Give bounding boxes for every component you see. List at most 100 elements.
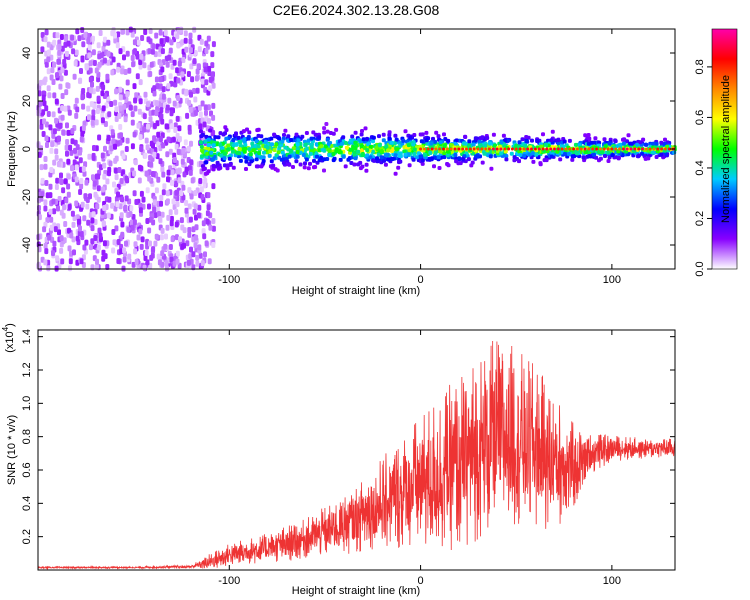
heatmap-noise-cell [91, 109, 96, 116]
heatmap-signal-cell [659, 152, 664, 157]
heatmap-signal-cell [442, 151, 447, 156]
heatmap-signal-cell [368, 145, 373, 149]
heatmap-signal-cell [306, 166, 311, 171]
heatmap-noise-cell [145, 218, 150, 224]
heatmap-noise-cell [187, 227, 192, 233]
heatmap-signal-cell [256, 133, 261, 138]
heatmap-noise-cell [125, 79, 130, 86]
heatmap-signal-cell [359, 132, 364, 137]
heatmap-noise-cell [145, 187, 150, 194]
heatmap-noise-cell [177, 136, 182, 142]
y-tick-label: 20 [21, 95, 33, 107]
heatmap-noise-cell [78, 225, 82, 232]
heatmap-noise-cell [206, 35, 211, 42]
heatmap-signal-cell [566, 152, 571, 156]
heatmap-signal-cell [322, 157, 327, 162]
heatmap-noise-cell [46, 41, 51, 48]
heatmap-noise-cell [43, 242, 48, 249]
heatmap-signal-cell [411, 157, 416, 162]
heatmap-signal-cell [396, 165, 401, 170]
heatmap-noise-cell [138, 207, 143, 214]
heatmap-signal-cell [365, 148, 370, 153]
heatmap-signal-cell [644, 142, 649, 147]
heatmap-noise-cell [192, 26, 197, 33]
heatmap-noise-cell [111, 247, 116, 254]
heatmap-noise-cell [103, 36, 107, 43]
colorbar-tick-label: 0.2 [694, 211, 706, 226]
heatmap-signal-cell [231, 143, 236, 148]
heatmap-carrier-cell [434, 147, 438, 151]
heatmap-noise-cell [48, 192, 53, 199]
heatmap-signal-cell [625, 139, 629, 144]
heatmap-noise-cell [124, 195, 129, 202]
heatmap-carrier-cell [449, 147, 453, 151]
heatmap-signal-cell [208, 128, 213, 133]
colorbar-tick-label: 0.4 [694, 160, 706, 175]
heatmap-noise-cell [160, 48, 165, 55]
heatmap-signal-cell [325, 129, 330, 134]
heatmap-signal-cell [454, 159, 459, 164]
heatmap-noise-cell [188, 47, 193, 54]
heatmap-noise-cell [166, 83, 171, 90]
heatmap-signal-cell [422, 152, 427, 157]
heatmap-noise-cell [170, 123, 175, 130]
heatmap-signal-cell [662, 141, 667, 146]
heatmap-noise-cell [97, 134, 102, 141]
heatmap-carrier-cell [461, 147, 465, 151]
heatmap-noise-cell [154, 32, 159, 39]
heatmap-noise-cell [88, 67, 93, 74]
heatmap-noise-cell [106, 135, 111, 141]
heatmap-noise-cell [51, 111, 56, 118]
heatmap-signal-cell [245, 127, 249, 132]
heatmap-signal-cell [283, 145, 288, 150]
heatmap-carrier-cell [602, 147, 606, 151]
heatmap-signal-cell [270, 142, 274, 147]
heatmap-noise-cell [132, 219, 137, 226]
heatmap-noise-cell [196, 212, 201, 219]
heatmap-noise-cell [159, 38, 164, 45]
heatmap-noise-cell [107, 166, 112, 173]
heatmap-noise-cell [127, 67, 132, 74]
heatmap-noise-cell [156, 131, 161, 138]
heatmap-noise-cell [114, 155, 119, 162]
heatmap-signal-cell [348, 147, 353, 152]
heatmap-noise-cell [201, 228, 206, 235]
heatmap-signal-cell [204, 160, 209, 165]
heatmap-noise-cell [136, 234, 141, 241]
heatmap-carrier-cell [595, 147, 599, 151]
heatmap-signal-cell [357, 137, 361, 142]
heatmap-signal-cell [304, 157, 309, 162]
heatmap-noise-cell [160, 227, 165, 234]
heatmap-carrier-cell [656, 147, 660, 151]
heatmap-signal-cell [517, 140, 522, 145]
heatmap-noise-cell [198, 123, 203, 130]
heatmap-signal-cell [322, 126, 327, 131]
heatmap-noise-cell [165, 198, 170, 205]
heatmap-signal-cell [344, 145, 349, 150]
heatmap-noise-cell [187, 187, 192, 194]
heatmap-noise-cell [188, 253, 193, 260]
heatmap-noise-cell [121, 153, 126, 160]
heatmap-noise-cell [51, 79, 56, 85]
heatmap-noise-cell [136, 39, 141, 46]
heatmap-noise-cell [72, 73, 77, 80]
heatmap-noise-cell [122, 247, 127, 254]
heatmap-noise-cell [137, 108, 142, 115]
heatmap-noise-cell [175, 250, 180, 257]
heatmap-signal-cell [375, 159, 380, 164]
heatmap-noise-cell [169, 256, 174, 263]
heatmap-noise-cell [160, 66, 165, 73]
heatmap-signal-cell [319, 144, 324, 149]
heatmap-signal-cell [265, 145, 270, 150]
heatmap-signal-cell [530, 151, 535, 156]
colorbar-tick-label: 0.8 [694, 59, 706, 74]
heatmap-noise-cell [168, 47, 173, 54]
heatmap-noise-cell [46, 85, 51, 92]
heatmap-noise-cell [93, 191, 98, 198]
heatmap-noise-cell [189, 91, 193, 98]
heatmap-noise-cell [204, 109, 208, 116]
heatmap-signal-cell [295, 154, 300, 159]
heatmap-noise-cell [193, 203, 198, 210]
heatmap-signal-cell [231, 138, 236, 142]
heatmap-carrier-cell [637, 147, 641, 151]
